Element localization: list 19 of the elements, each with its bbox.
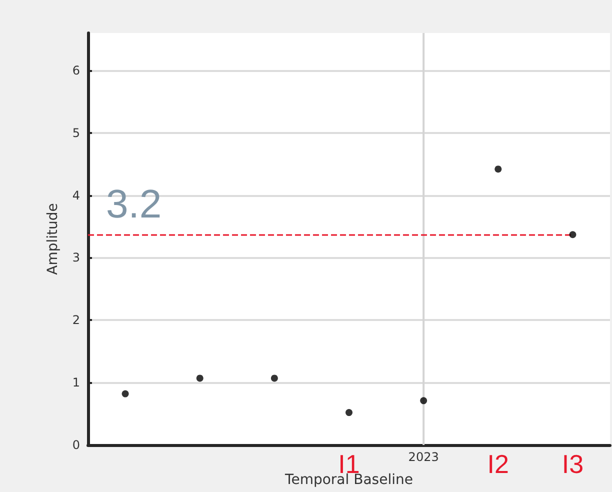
point <box>569 231 576 238</box>
text: 2023 <box>408 450 439 464</box>
y-tick-label: 4 <box>72 188 80 202</box>
annotation: 3.2 <box>106 182 162 227</box>
y-tick-label: 3 <box>72 250 80 265</box>
y-tick-label: 5 <box>72 126 80 140</box>
point <box>346 409 352 416</box>
text: I2 <box>487 449 509 479</box>
text: I3 <box>562 449 584 479</box>
y-tick-label: 1 <box>72 376 80 390</box>
point <box>420 397 428 404</box>
point <box>270 374 278 382</box>
y-tick-label: 2 <box>72 313 80 328</box>
y-tick-label: 6 <box>72 63 80 78</box>
y-axis-title: Amplitude <box>45 203 61 275</box>
point <box>494 166 502 173</box>
point <box>196 374 204 382</box>
point <box>122 390 129 398</box>
y-tick-label: 0 <box>72 438 80 452</box>
